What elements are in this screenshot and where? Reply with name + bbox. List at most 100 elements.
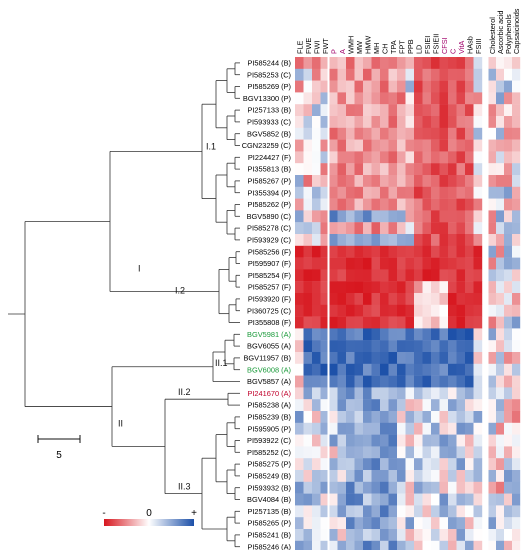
heatmap-cell bbox=[414, 163, 423, 176]
heatmap-cell bbox=[488, 458, 497, 471]
heatmap-cell bbox=[312, 139, 321, 152]
heatmap-cell bbox=[439, 57, 449, 69]
heatmap-cell bbox=[363, 340, 372, 353]
heatmap-cell bbox=[337, 316, 347, 329]
heatmap-cell bbox=[496, 399, 505, 412]
heatmap-cell bbox=[320, 57, 330, 69]
row-label: PI593932 (B) bbox=[247, 483, 291, 492]
heatmap-cell bbox=[371, 363, 381, 376]
heatmap-cell bbox=[422, 151, 432, 164]
heatmap-cell bbox=[380, 540, 389, 553]
heatmap-cell bbox=[337, 422, 347, 435]
heatmap-cell bbox=[371, 80, 381, 93]
heatmap-cell bbox=[354, 281, 364, 294]
heatmap-cell bbox=[405, 529, 415, 541]
heatmap-cell bbox=[448, 399, 457, 412]
heatmap-cell bbox=[380, 363, 389, 376]
heatmap-cell bbox=[312, 293, 321, 305]
heatmap-cell bbox=[388, 80, 398, 93]
heatmap-cell bbox=[397, 139, 406, 152]
heatmap-cell bbox=[295, 304, 304, 317]
heatmap-cell bbox=[371, 104, 381, 117]
heatmap-cell bbox=[405, 198, 415, 211]
heatmap-cell bbox=[329, 257, 338, 270]
heatmap-cell bbox=[397, 198, 406, 211]
heatmap-cell bbox=[397, 517, 406, 530]
heatmap-cell bbox=[488, 257, 497, 270]
heatmap-cell bbox=[329, 340, 338, 353]
heatmap-cell bbox=[346, 481, 355, 494]
heatmap-cell bbox=[346, 293, 355, 305]
heatmap-cell bbox=[329, 198, 338, 211]
heatmap-cell bbox=[363, 104, 372, 117]
heatmap-cell bbox=[448, 505, 457, 518]
heatmap-cell bbox=[439, 210, 449, 223]
heatmap-cell bbox=[346, 210, 355, 223]
heatmap-cell bbox=[405, 434, 415, 447]
heatmap-cell bbox=[414, 186, 423, 199]
heatmap-cell bbox=[354, 304, 364, 317]
heatmap-cell bbox=[473, 375, 483, 388]
heatmap-cell bbox=[397, 127, 406, 140]
heatmap-cell bbox=[504, 470, 513, 482]
heatmap-cell bbox=[456, 80, 466, 93]
heatmap-cell bbox=[456, 363, 466, 376]
heatmap-cell bbox=[380, 92, 389, 105]
heatmap-cell bbox=[354, 186, 364, 199]
heatmap-cell bbox=[346, 127, 355, 140]
heatmap-cell bbox=[312, 316, 321, 329]
heatmap-cell bbox=[465, 269, 474, 282]
heatmap-cell bbox=[504, 234, 513, 246]
heatmap-cell bbox=[465, 80, 474, 93]
heatmap-cell bbox=[337, 470, 347, 482]
heatmap-cell bbox=[512, 505, 521, 518]
heatmap-cell bbox=[346, 92, 355, 105]
heatmap-cell bbox=[329, 222, 338, 235]
heatmap-cell bbox=[465, 116, 474, 128]
heatmap-cell bbox=[504, 363, 513, 376]
heatmap-cell bbox=[320, 186, 330, 199]
heatmap-cell bbox=[320, 281, 330, 294]
heatmap-cell bbox=[422, 139, 432, 152]
heatmap-cell bbox=[439, 257, 449, 270]
heatmap-cell bbox=[354, 293, 364, 305]
heatmap-cell bbox=[465, 340, 474, 353]
heatmap-cell bbox=[414, 304, 423, 317]
row-label: PI355808 (F) bbox=[248, 318, 291, 327]
heatmap-cell bbox=[473, 163, 483, 176]
heatmap-cell bbox=[320, 328, 330, 341]
column-label: P bbox=[329, 49, 338, 54]
heatmap-cell bbox=[380, 281, 389, 294]
heatmap-cell bbox=[295, 387, 304, 400]
heatmap-cell bbox=[371, 257, 381, 270]
heatmap-cell bbox=[354, 517, 364, 530]
heatmap-cell bbox=[380, 481, 389, 494]
heatmap-cell bbox=[354, 316, 364, 329]
heatmap-cell bbox=[388, 540, 398, 553]
heatmap-cell bbox=[473, 210, 483, 223]
heatmap-cell bbox=[473, 186, 483, 199]
heatmap-cell bbox=[329, 104, 338, 117]
heatmap-cell bbox=[488, 434, 497, 447]
row-label: PI585269 (P) bbox=[247, 82, 291, 91]
heatmap-cell bbox=[448, 57, 457, 69]
heatmap-cell bbox=[295, 352, 304, 364]
heatmap-cell bbox=[512, 234, 521, 246]
heatmap-cell bbox=[488, 529, 497, 541]
heatmap-cell bbox=[295, 104, 304, 117]
heatmap-cell bbox=[388, 281, 398, 294]
heatmap-cell bbox=[448, 540, 457, 553]
heatmap-cell bbox=[456, 116, 466, 128]
heatmap-cell bbox=[380, 293, 389, 305]
heatmap-cell bbox=[388, 399, 398, 412]
heatmap-cell bbox=[303, 104, 313, 117]
heatmap-cell bbox=[380, 446, 389, 459]
heatmap-cell bbox=[405, 127, 415, 140]
heatmap-cell bbox=[456, 281, 466, 294]
heatmap-cell bbox=[380, 304, 389, 317]
heatmap-cell bbox=[465, 446, 474, 459]
row-label: PI593922 (C) bbox=[247, 436, 291, 445]
heatmap-cell bbox=[329, 470, 338, 482]
heatmap-cell bbox=[312, 363, 321, 376]
